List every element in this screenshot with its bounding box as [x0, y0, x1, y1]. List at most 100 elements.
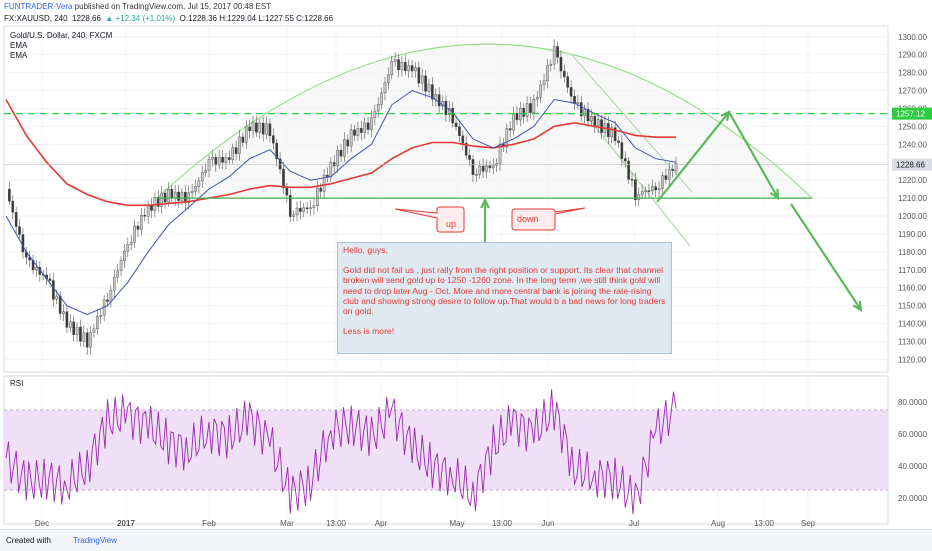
- time-tick-label: Aug: [711, 519, 725, 528]
- candle-body: [583, 109, 586, 117]
- candle-body: [366, 122, 370, 130]
- candle-body: [126, 244, 130, 252]
- candle-body: [383, 82, 387, 94]
- candle-body: [559, 57, 563, 72]
- candle-body: [370, 117, 373, 130]
- candle-body: [258, 122, 262, 133]
- chart-canvas[interactable]: 1120.00 1130.00 1140.00 1150.00 1160.00 1170.…: [0, 0, 932, 529]
- time-tick-label: 2017: [117, 519, 135, 528]
- candle-body: [353, 129, 356, 136]
- candle-body: [623, 158, 627, 162]
- candle-body: [133, 225, 136, 243]
- candle-body: [434, 94, 438, 100]
- candle-body: [414, 67, 417, 72]
- candle-body: [292, 214, 295, 217]
- level-badge-text: 1257.12: [896, 110, 925, 119]
- candle-body: [563, 70, 566, 77]
- candle-body: [319, 187, 322, 192]
- legend-title: Gold/U.S. Dollar, 240, FXCM: [10, 31, 113, 40]
- candle-body: [491, 165, 495, 169]
- candle-body: [55, 295, 59, 300]
- candle-body: [140, 214, 143, 230]
- price-tick-label: 1220.00: [898, 176, 927, 185]
- candle-body: [143, 214, 147, 217]
- drop-arrow-2: [790, 203, 863, 313]
- candle-body: [590, 116, 593, 122]
- candle-body: [238, 136, 241, 154]
- price-tick-label: 1120.00: [898, 355, 927, 364]
- rally-arrow-shaft: [656, 111, 730, 203]
- candle-body: [613, 127, 617, 141]
- candle-body: [600, 119, 603, 133]
- candle-body: [109, 289, 113, 302]
- candle-body: [387, 74, 390, 84]
- candle-body: [65, 311, 69, 328]
- candle-body: [431, 84, 434, 100]
- price-tick-label: 1240.00: [898, 140, 927, 149]
- candle-body: [627, 160, 630, 180]
- time-tick-label: 13:00: [754, 519, 775, 528]
- candle-body: [272, 135, 275, 144]
- candle-body: [332, 162, 336, 167]
- callout-down-box: [511, 207, 586, 231]
- candle-body: [204, 170, 207, 173]
- ema-fast-line: [5, 89, 677, 316]
- candle-body: [410, 65, 414, 72]
- candle-body: [427, 84, 431, 92]
- candle-body: [336, 150, 339, 167]
- candle-body: [248, 126, 251, 132]
- time-tick-label: 13:00: [492, 519, 513, 528]
- candle-body: [116, 270, 119, 278]
- price-tick-label: 1160.00: [898, 284, 927, 293]
- ema-slow-line: [5, 99, 676, 207]
- price-change: ▲ +12.34 (+1.01%): [105, 14, 176, 23]
- candle-body: [48, 278, 52, 281]
- callout-up-box: [394, 206, 465, 233]
- candle-body: [349, 129, 353, 147]
- time-tick-label: Jul: [629, 519, 639, 528]
- candle-body: [18, 226, 21, 235]
- candle-body: [356, 128, 360, 136]
- candle-body: [424, 75, 427, 92]
- candle-body: [106, 299, 109, 302]
- author-link[interactable]: FUNTRADER-Vera: [4, 2, 73, 11]
- time-tick-label: May: [449, 519, 464, 528]
- callout-up-text: up: [446, 219, 457, 229]
- candle-body: [96, 315, 99, 330]
- candle-body: [607, 123, 610, 138]
- candle-body: [302, 207, 306, 212]
- candle-body: [173, 191, 177, 199]
- candle-body: [35, 267, 38, 271]
- candle-body: [129, 242, 133, 245]
- drop-arrow-1-head: [769, 188, 780, 201]
- candle-body: [596, 119, 600, 126]
- analysis-note: Hello, guys, Gold did not fail us , just…: [337, 242, 672, 354]
- candle-body: [251, 122, 255, 132]
- candle-body: [197, 180, 201, 187]
- candle-body: [339, 150, 343, 157]
- candle-body: [92, 328, 96, 333]
- candle-body: [146, 204, 150, 217]
- candle-body: [488, 165, 492, 169]
- candle-body: [630, 179, 634, 181]
- price-tick-label: 1210.00: [898, 194, 927, 203]
- candle-body: [363, 122, 366, 133]
- symbol-header: FX:XAUUSD, 240 1228.66 ▲ +12.34 (+1.01%)…: [4, 14, 333, 23]
- candle-body: [593, 116, 597, 126]
- rsi-tick-label: 80.0000: [898, 398, 927, 407]
- candle-body: [376, 103, 380, 112]
- tradingview-logo-text[interactable]: TradingView: [73, 536, 118, 545]
- candle-body: [312, 205, 316, 208]
- candle-body: [255, 122, 258, 133]
- legend-ema-2: EMA: [10, 51, 28, 60]
- price-tick-label: 1280.00: [898, 69, 927, 78]
- candle-body: [549, 63, 553, 66]
- candle-body: [11, 200, 15, 213]
- candle-body: [481, 165, 485, 172]
- candle-body: [674, 163, 678, 171]
- candle-body: [508, 128, 512, 131]
- drop-arrow-2-head: [852, 300, 863, 313]
- candle-body: [475, 174, 478, 176]
- candle-body: [546, 65, 549, 81]
- candle-body: [437, 94, 441, 107]
